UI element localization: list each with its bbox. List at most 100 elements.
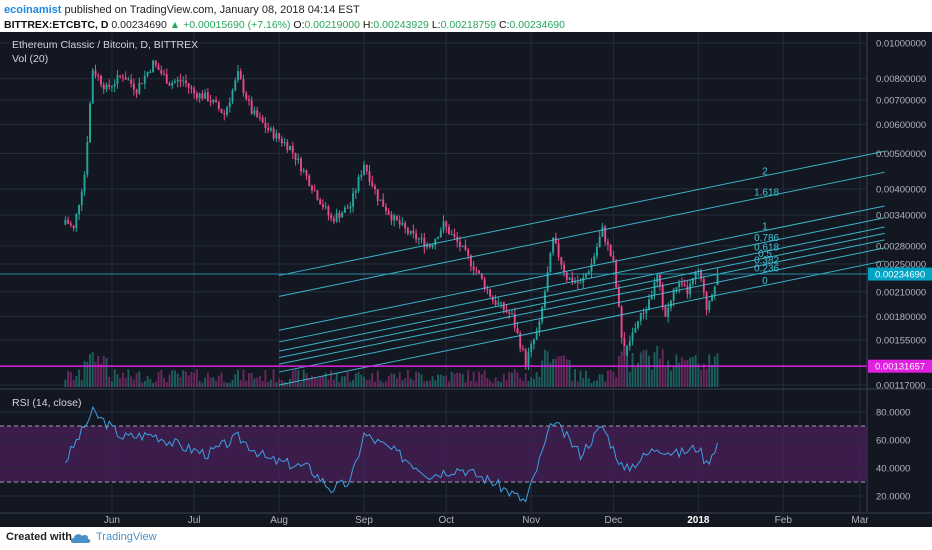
low-label: L: (431, 19, 441, 31)
rsi-band (0, 426, 867, 482)
candle-body (664, 306, 667, 317)
volume-bar (404, 378, 407, 387)
candle-body (176, 79, 179, 82)
chart-canvas[interactable]: 00.2360.3820.50.6180.78611.61820.0013000… (0, 32, 932, 527)
candle-body (431, 245, 434, 248)
volume-bar (316, 378, 319, 387)
candle-body (458, 241, 461, 247)
volume-bar (176, 373, 179, 387)
price-tick-9: 0.00210000 (876, 287, 926, 298)
volume-bar (324, 372, 327, 387)
candle-body (291, 146, 294, 153)
candle-body (311, 185, 313, 191)
author-link[interactable]: ecoinamist (4, 4, 62, 16)
candle-body (650, 294, 653, 300)
candle-body (494, 300, 497, 305)
volume-bar (198, 380, 201, 387)
volume-bar (341, 376, 344, 387)
candle-body (256, 110, 259, 118)
candle-body (686, 286, 689, 295)
volume-bar (530, 377, 533, 387)
candle-body (557, 243, 560, 258)
candle-body (78, 204, 81, 215)
candle-body (198, 93, 201, 99)
candle-body (267, 127, 270, 131)
fib-label-1: 1 (762, 221, 768, 232)
candle-body (412, 230, 415, 234)
time-tick-5: Nov (522, 515, 540, 526)
symbol-label: BITTREX:ETCBTC, D (4, 19, 109, 31)
candle-body (130, 79, 133, 84)
candle-body (258, 117, 261, 119)
volume-bar (354, 373, 357, 387)
tradingview-brand[interactable]: TradingView (96, 531, 157, 543)
candle-body (519, 332, 522, 349)
volume-bar (69, 372, 72, 387)
candle-body (352, 192, 355, 207)
volume-bar (245, 380, 248, 387)
volume-bar (242, 369, 245, 387)
candle-body (143, 75, 146, 84)
volume-bar (157, 372, 160, 387)
fib-label-0: 0 (762, 276, 768, 287)
candle-body (190, 87, 193, 89)
candle-body (620, 306, 623, 338)
candle-body (113, 83, 116, 87)
volume-bar (269, 379, 272, 387)
volume-bar (360, 374, 363, 387)
rsi-tick-1: 60.0000 (876, 436, 910, 447)
candle-body (467, 249, 470, 256)
volume-bar (149, 378, 152, 387)
candle-body (146, 71, 149, 76)
candle-body (445, 221, 448, 227)
volume-bar (321, 375, 324, 387)
volume-bar (645, 349, 648, 387)
volume-bar (226, 382, 228, 387)
candle-body (538, 321, 541, 331)
candle-body (182, 80, 185, 82)
volume-bar (598, 374, 601, 387)
volume-bar (401, 380, 404, 387)
volume-bar (428, 380, 431, 387)
volume-bar (67, 370, 70, 387)
candle-body (286, 142, 289, 150)
volume-bar (579, 370, 582, 387)
volume-bar (505, 380, 508, 387)
candle-body (593, 256, 596, 264)
volume-bar (330, 370, 333, 387)
volume-bar (204, 377, 207, 387)
candle-body (313, 190, 316, 192)
volume-bar (601, 374, 604, 387)
candle-body (193, 88, 196, 94)
volume-bar (275, 382, 278, 387)
candle-body (80, 191, 83, 205)
volume-bar (305, 373, 308, 387)
fib-line-0.382 (278, 239, 885, 365)
volume-bar (280, 379, 283, 387)
candle-body (637, 320, 640, 328)
candle-body (694, 271, 697, 279)
candle-body (289, 146, 292, 150)
volume-bar (565, 359, 568, 387)
candle-body (86, 142, 89, 175)
fib-line-0.236 (278, 247, 885, 373)
volume-bar (371, 372, 374, 387)
time-tick-3: Sep (355, 515, 373, 526)
time-tick-9: Mar (851, 515, 869, 526)
volume-bar (300, 382, 302, 387)
time-tick-0: Jun (104, 515, 120, 526)
candle-body (472, 266, 475, 271)
volume-bar (543, 349, 546, 387)
support-tag-label: 0.00131657 (875, 362, 925, 373)
volume-bar (667, 360, 670, 387)
volume-bar (546, 351, 549, 387)
volume-bar (108, 376, 111, 387)
volume-bar (231, 379, 234, 387)
volume-bar (423, 381, 426, 387)
fib-label-0.5: 0.5 (758, 249, 772, 260)
volume-bar (617, 356, 620, 387)
volume-bar (64, 379, 67, 387)
candle-body (711, 294, 713, 301)
volume-bar (461, 374, 464, 387)
volume-bar (626, 358, 629, 387)
